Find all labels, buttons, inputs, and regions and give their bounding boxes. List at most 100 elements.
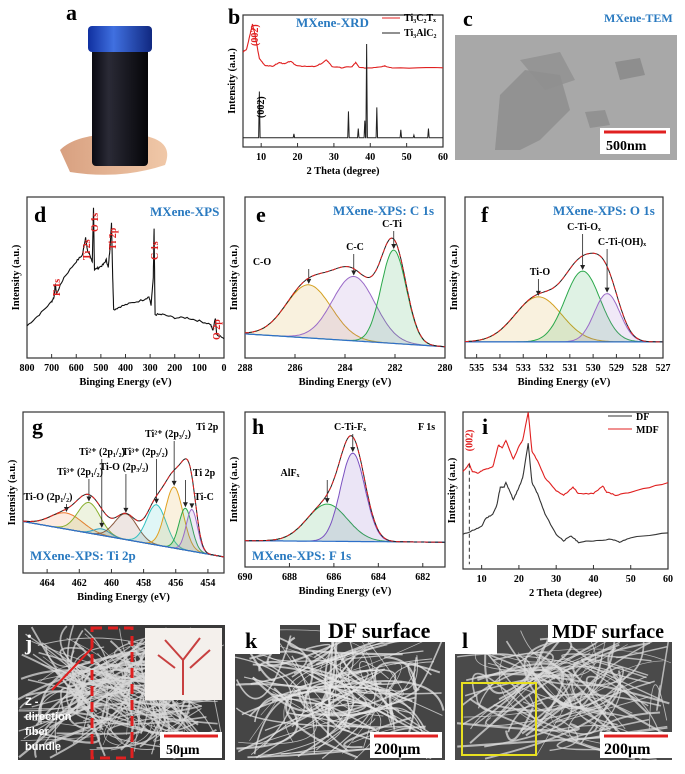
x-tick-label: 531 [562,363,577,374]
legend-label: Ti₃C₂Tₓ [404,13,436,24]
x-tick-label: 534 [492,363,507,374]
component-label: Ti²⁺ (2p₁/₂) [79,447,125,458]
fiber [133,657,162,714]
fiber [507,693,662,733]
component-label: Ti²⁺ (2p₃/₂) [145,429,191,440]
fiber [235,635,292,700]
arrow-head [580,265,586,271]
component-label: C-O [253,257,272,268]
fiber [285,684,358,759]
x-tick-label: 700 [44,363,59,374]
x-tick-label: 20 [293,152,303,163]
fitted-envelope [244,237,446,348]
fiber [102,651,142,696]
y-axis-label: Intensity (a.u.) [227,48,238,114]
fiber [110,641,138,731]
peak-label: (002) [256,96,267,118]
fiber [128,689,207,752]
series-ti3alc2 [243,44,443,139]
vial-cap [88,26,152,52]
fiber [360,632,404,696]
annotation-line: Z - [25,696,39,708]
series-ti3c2tx [242,23,444,69]
x-tick-label: 600 [69,363,84,374]
fiber [337,696,416,733]
plot-frame [26,196,225,359]
y-axis-label: Intensity (a.u.) [229,244,240,310]
plot-frame [22,411,225,574]
component-label: Ti³⁺ (2p₃/₂) [122,447,168,458]
component-label: Ti³⁺ (2p₁/₂) [57,467,103,478]
x-tick-label: 458 [136,578,151,589]
x-tick-label: 456 [168,578,183,589]
fiber [385,661,435,727]
panel-letter-c: c [463,6,473,31]
fiber [234,656,292,747]
bundle-dashed-box [90,626,134,760]
fiber [64,711,173,740]
x-tick-label: 288 [238,363,253,374]
x-axis-label: 2 Theta (degree) [529,588,603,599]
fiber [106,715,195,752]
fiber [516,708,599,735]
panel-letter-d: d [34,202,46,227]
annotation-line: bundle [25,741,61,753]
component-fill [23,513,224,557]
component-label: Ti-O (2p₃/₂) [100,462,149,473]
plot-frame [242,14,444,148]
panel-letter-g: g [32,414,43,439]
component-label: Ti-O (2p₁/₂) [24,492,73,503]
component-fill [23,512,224,557]
component-fill [245,250,445,347]
peak-label: (002) [250,24,261,46]
scale-label: 200μm [374,741,421,758]
peak-label: C 1s [150,241,161,260]
fiber [498,660,622,748]
fiber [150,701,202,717]
fiber [571,641,651,731]
peak-label: (002) [464,430,475,452]
fiber [258,660,413,703]
fitted-envelope [245,435,445,543]
fiber [21,653,84,719]
fiber [75,663,159,714]
x-tick-label: 688 [282,572,297,583]
panel-letter-i: i [482,414,488,439]
x-tick-label: 100 [192,363,207,374]
vial [92,48,148,166]
fiber [243,631,354,688]
arrow-head [182,502,188,508]
peak-label: Ti 2p [108,227,119,250]
fiber [67,636,154,730]
x-tick-label: 0 [222,363,227,374]
component-label: AlFₓ [281,468,300,479]
panel-l: l MDF surface 200μm [455,610,676,761]
fiber [236,687,299,750]
component-label: Ti 2p [193,468,216,479]
x-tick-label: 50 [402,152,412,163]
component-fill [465,293,663,342]
sem-title: DF surface [328,618,431,643]
panel-f: 535 534 533 532 531 530 529 528 527 Binding Energ… [449,196,671,388]
peak-label: O 1s [90,213,101,232]
arrow-head [123,507,129,513]
x-tick-label: 460 [104,578,119,589]
arrow-head [604,287,610,293]
corner-label: Ti 2p [196,422,219,433]
panel-a: a [15,0,215,180]
x-tick-label: 30 [551,574,561,585]
panel-letter-h: h [252,414,264,439]
panel-b: 10 20 30 40 50 60 2 Theta (degree) Intensity (a… [227,4,448,177]
plot-frame [464,196,664,359]
arrow-head [306,278,312,284]
x-tick-label: 10 [256,152,266,163]
component-fill [245,504,445,543]
fiber [278,629,366,697]
scale-label: 500nm [606,139,647,154]
chart-title: MXene-XPS: Ti 2p [30,548,136,563]
peak-label: Ti 2s [82,239,93,260]
component-label: Ti-C [194,492,214,503]
fiber [341,663,402,754]
fiber [615,645,668,659]
panel-letter-e: e [256,202,266,227]
